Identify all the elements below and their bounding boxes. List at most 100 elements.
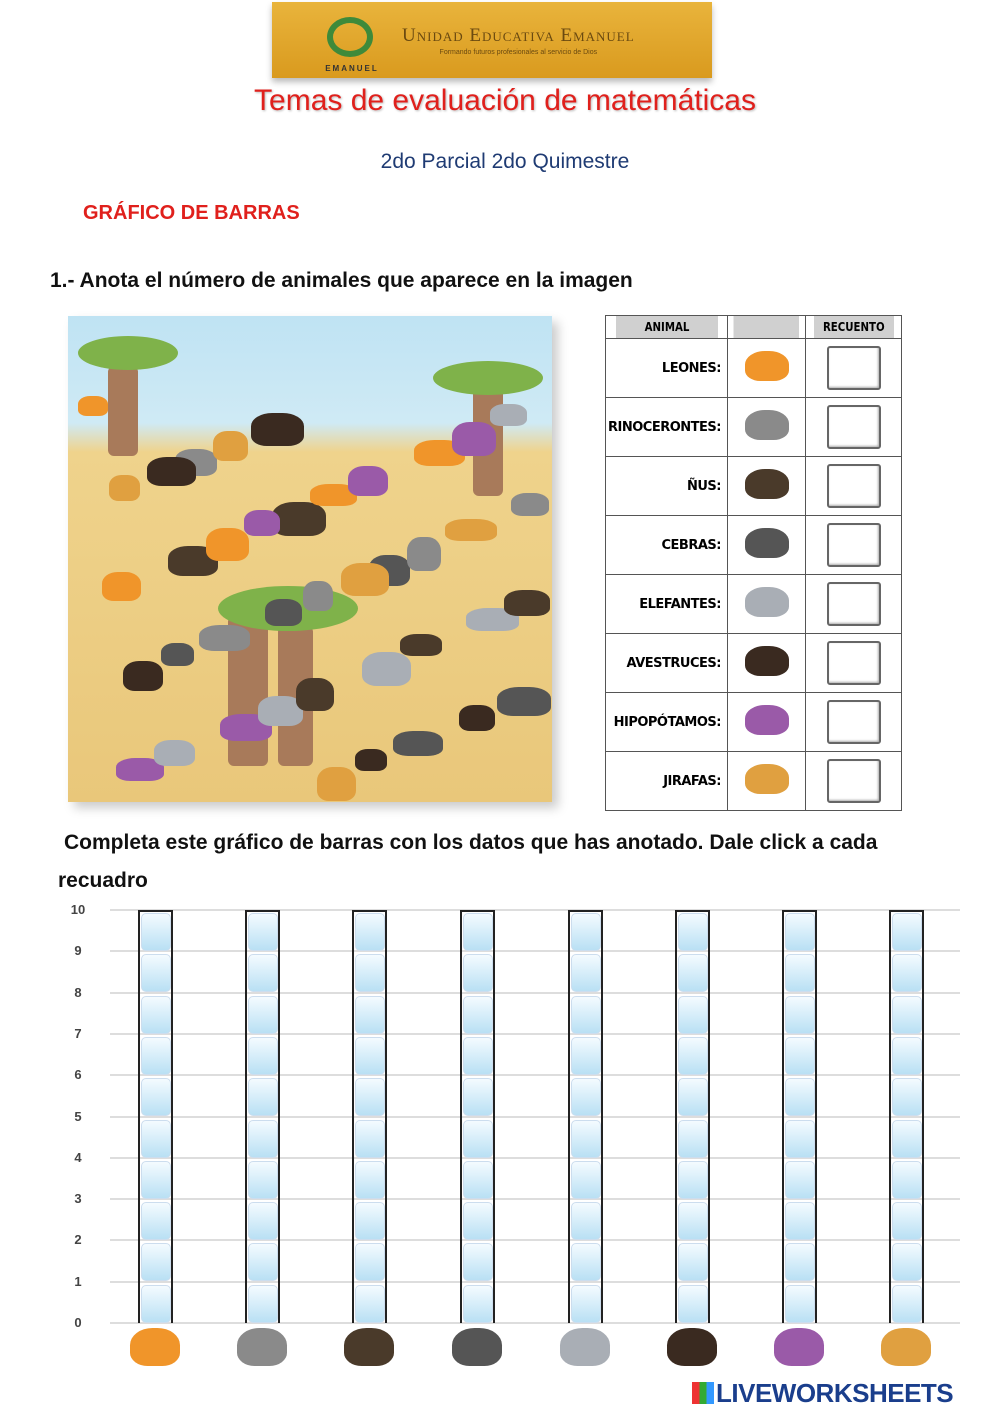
bar-cell[interactable] [785,1160,815,1199]
bar-cell[interactable] [678,1119,708,1158]
count-input[interactable] [826,405,881,449]
bar-cell[interactable] [678,995,708,1034]
bar-cell[interactable] [571,954,601,993]
bar-cell[interactable] [355,954,385,993]
count-input[interactable] [826,582,881,626]
scene-animal [109,475,140,501]
bar-cell[interactable] [248,954,278,993]
bar-cell[interactable] [355,1036,385,1075]
bar-cell[interactable] [463,1160,493,1199]
bar-cell[interactable] [463,954,493,993]
bar-cell[interactable] [892,1202,922,1241]
bar-cell[interactable] [785,995,815,1034]
bar-cell[interactable] [571,1284,601,1323]
bar-cell[interactable] [141,954,171,993]
bar-cell[interactable] [463,1284,493,1323]
count-input[interactable] [826,464,881,508]
bar-cell[interactable] [892,1160,922,1199]
bar-cell[interactable] [141,1160,171,1199]
bar-cell[interactable] [248,1243,278,1282]
bar-cell[interactable] [355,913,385,951]
bar-cell[interactable] [355,1284,385,1323]
bar-cell[interactable] [892,1284,922,1323]
bar-cell[interactable] [463,913,493,951]
bar-cell[interactable] [892,1243,922,1282]
scene-animal [504,590,550,616]
bar-cell[interactable] [141,1119,171,1158]
bar-cell[interactable] [571,1160,601,1199]
bar-cell[interactable] [248,913,278,951]
bar-cell[interactable] [892,913,922,951]
table-row: HIPOPÓTAMOS: [605,692,902,752]
bar-cell[interactable] [571,1036,601,1075]
count-input[interactable] [826,759,881,803]
bar-cell[interactable] [785,954,815,993]
brand-text: LIVEWORKSHEETS [716,1378,954,1408]
bar-cell[interactable] [892,1078,922,1117]
bar-cell[interactable] [785,913,815,951]
bar-cell[interactable] [678,954,708,993]
bar-cell[interactable] [141,1202,171,1241]
bar-cell[interactable] [355,995,385,1034]
bar-cell[interactable] [355,1202,385,1241]
bar-cell[interactable] [571,995,601,1034]
y-tick-label: 2 [74,1232,82,1248]
count-input[interactable] [826,346,881,390]
bar-cell[interactable] [785,1036,815,1075]
bar-cell[interactable] [785,1284,815,1323]
bar-cell[interactable] [248,1202,278,1241]
bar-cell[interactable] [141,995,171,1034]
bar-cell[interactable] [678,1160,708,1199]
bar-cell[interactable] [463,1119,493,1158]
bar-cell[interactable] [248,1078,278,1117]
bar-cell[interactable] [678,913,708,951]
bar-column-elefantes [568,910,603,1323]
bar-cell[interactable] [892,1119,922,1158]
bar-cell[interactable] [678,1078,708,1117]
scene-animal [102,572,141,601]
bar-cell[interactable] [248,1119,278,1158]
bar-cell[interactable] [678,1202,708,1241]
bar-cell[interactable] [571,1119,601,1158]
bar-cell[interactable] [678,1284,708,1323]
bar-cell[interactable] [785,1202,815,1241]
bar-cell[interactable] [571,913,601,951]
bar-cell[interactable] [248,1036,278,1075]
count-input[interactable] [826,641,881,685]
count-input[interactable] [826,700,881,744]
count-input[interactable] [826,523,881,567]
bar-cell[interactable] [141,913,171,951]
bar-cell[interactable] [141,1243,171,1282]
bar-cell[interactable] [785,1078,815,1117]
bar-cell[interactable] [355,1243,385,1282]
bar-cell[interactable] [571,1243,601,1282]
bar-cell[interactable] [678,1243,708,1282]
bar-cell[interactable] [892,1036,922,1075]
bar-cell[interactable] [463,1243,493,1282]
bar-cell[interactable] [463,1078,493,1117]
bar-cell[interactable] [785,1119,815,1158]
bar-cell[interactable] [248,995,278,1034]
scene-animal [272,502,326,536]
bar-cell[interactable] [355,1160,385,1199]
bar-cell[interactable] [141,1078,171,1117]
bar-cell[interactable] [463,1036,493,1075]
bar-cell[interactable] [678,1036,708,1075]
bar-cell[interactable] [141,1036,171,1075]
bar-cell[interactable] [248,1284,278,1323]
bar-cell[interactable] [892,995,922,1034]
bar-cell[interactable] [571,1078,601,1117]
bar-cell[interactable] [355,1078,385,1117]
bar-cell[interactable] [892,954,922,993]
scene-animal [199,625,250,651]
bar-column-cebras [460,910,495,1323]
zebra-icon [744,528,789,558]
bar-cell[interactable] [463,1202,493,1241]
bar-cell[interactable] [463,995,493,1034]
bar-column-avestruces [675,910,710,1323]
bar-cell[interactable] [785,1243,815,1282]
bar-cell[interactable] [571,1202,601,1241]
bar-cell[interactable] [248,1160,278,1199]
bar-cell[interactable] [141,1284,171,1323]
bar-cell[interactable] [355,1119,385,1158]
